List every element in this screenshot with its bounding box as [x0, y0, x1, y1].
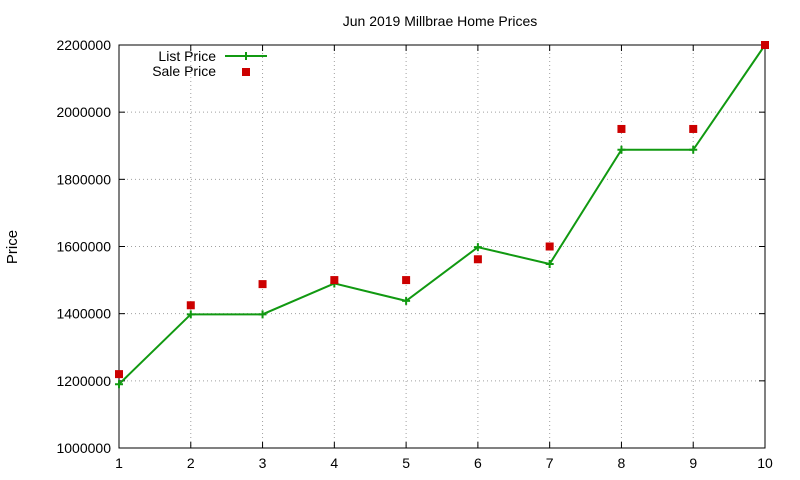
list-price-point — [617, 145, 626, 154]
sale-price-point — [186, 301, 195, 310]
x-tick-label: 7 — [546, 455, 554, 471]
sale-price-point — [258, 280, 267, 289]
sale-price-point — [617, 124, 626, 133]
list-price-point — [545, 259, 554, 268]
list-price-point — [402, 296, 411, 305]
chart-title: Jun 2019 Millbrae Home Prices — [343, 13, 538, 29]
list-price-line — [118, 44, 766, 385]
y-tick-label: 2000000 — [56, 104, 111, 120]
y-tick-label: 1200000 — [56, 373, 111, 389]
legend: List Price Sale Price — [152, 48, 267, 79]
y-tick-label: 2200000 — [56, 37, 111, 53]
grid — [119, 45, 765, 448]
list-price-point — [186, 310, 195, 319]
x-tick-label: 5 — [402, 455, 410, 471]
x-tick-label: 1 — [115, 455, 123, 471]
x-tick-label: 6 — [474, 455, 482, 471]
x-tick-label: 3 — [259, 455, 267, 471]
x-tick-label: 8 — [618, 455, 626, 471]
sale-price-point — [402, 276, 411, 285]
y-tick-label: 1800000 — [56, 171, 111, 187]
series — [115, 41, 769, 389]
legend-label-sale-price: Sale Price — [152, 63, 216, 79]
y-axis-label: Price — [4, 230, 21, 264]
list-price-point — [473, 243, 482, 252]
x-tick-label: 10 — [757, 455, 773, 471]
sale-price-point — [473, 255, 482, 264]
list-price-point — [689, 145, 698, 154]
list-price-point — [115, 380, 123, 389]
sale-price-point — [115, 370, 123, 379]
sale-price-point — [689, 124, 698, 133]
sale-price-point — [545, 242, 554, 251]
y-tick-label: 1000000 — [56, 440, 111, 456]
legend-label-list-price: List Price — [158, 48, 216, 64]
axes: 1000000 1200000 1400000 1600000 1800000 20000… — [56, 37, 773, 471]
y-tick-label: 1600000 — [56, 239, 111, 255]
x-tick-label: 4 — [330, 455, 338, 471]
sale-price-point — [761, 41, 769, 49]
sale-price-point — [330, 276, 339, 285]
x-tick-label: 9 — [689, 455, 697, 471]
y-tick-label: 1400000 — [56, 306, 111, 322]
legend-square-marker-sale-price — [242, 68, 250, 76]
legend-plus-marker-list-price — [242, 52, 250, 60]
list-price-point — [258, 310, 267, 319]
x-tick-label: 2 — [187, 455, 195, 471]
